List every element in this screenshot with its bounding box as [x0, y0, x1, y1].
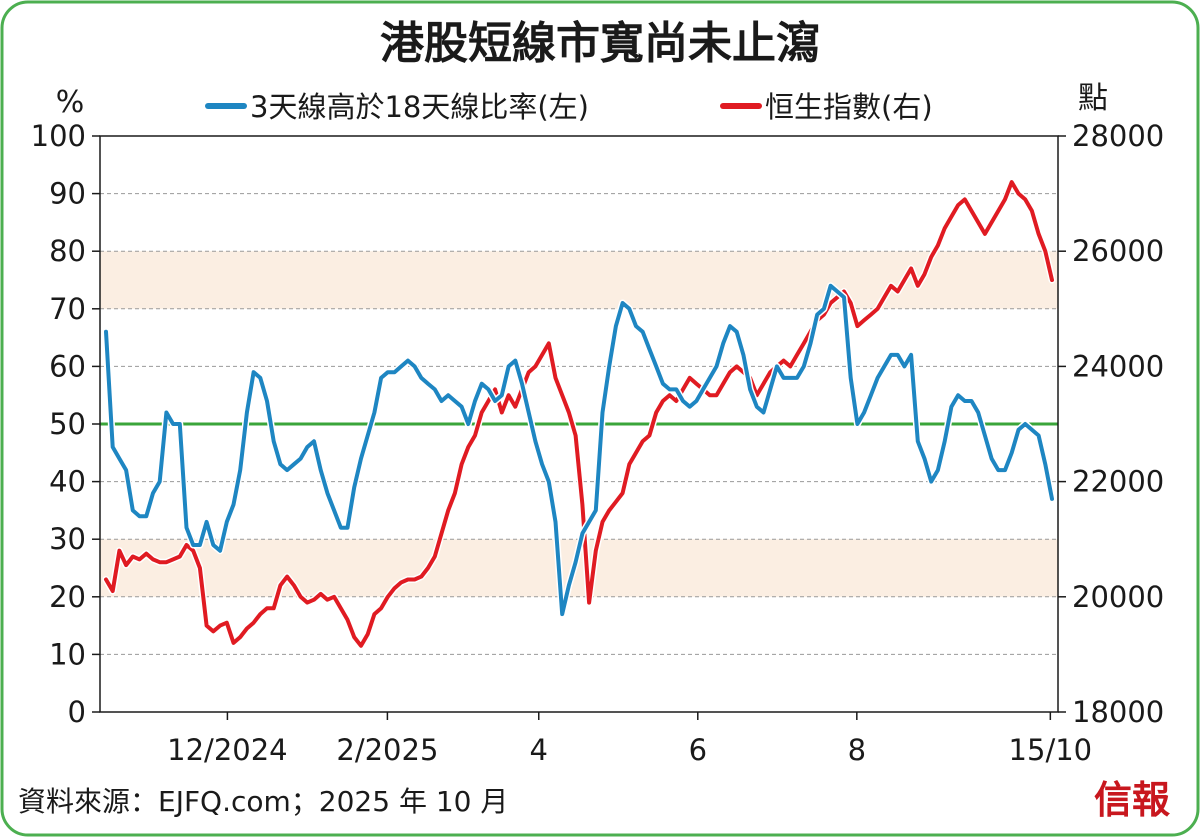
left-tick-label: 100: [31, 119, 86, 153]
source-note: 資料來源：EJFQ.com；2025 年 10 月: [18, 785, 508, 818]
hang-seng-index-line: [104, 180, 1054, 648]
right-axis-unit: 點: [1078, 81, 1108, 116]
left-tick-label: 60: [49, 349, 86, 383]
right-tick-label: 26000: [1072, 234, 1164, 268]
legend: 3天線高於18天線比率(左) 恒生指數(右): [205, 90, 933, 124]
x-axis: 12/2024 2/2025 4 6 8 15/10: [167, 712, 1092, 767]
right-tick-label: 22000: [1072, 465, 1164, 499]
left-axis: 0 10 20 30 40 50 60 70 80 90 100: [31, 119, 100, 729]
right-axis: 18000 20000 22000 24000 26000 28000: [1058, 119, 1164, 729]
right-tick-label: 18000: [1072, 695, 1164, 729]
x-tick-label: 8: [848, 733, 866, 767]
left-tick-label: 50: [49, 407, 86, 441]
publisher-logo: 信報: [1094, 777, 1170, 822]
x-tick-label: 2/2025: [336, 733, 438, 767]
series-lines: [102, 178, 1056, 650]
right-tick-label: 20000: [1072, 580, 1164, 614]
right-tick-label: 24000: [1072, 349, 1164, 383]
left-tick-label: 90: [49, 177, 86, 211]
breadth-ratio-line: [104, 283, 1054, 617]
left-tick-label: 40: [49, 465, 86, 499]
left-tick-label: 30: [49, 522, 86, 556]
shaded-band-1: [100, 251, 1058, 309]
legend-label-hsi: 恒生指數(右): [765, 90, 933, 124]
left-tick-label: 10: [49, 637, 86, 671]
left-axis-unit: %: [56, 85, 85, 120]
left-tick-label: 0: [68, 695, 86, 729]
x-tick-label: 6: [689, 733, 707, 767]
chart-title: 港股短線市寬尚未止瀉: [380, 18, 820, 69]
left-tick-label: 20: [49, 580, 86, 614]
x-tick-label: 4: [530, 733, 548, 767]
legend-label-breadth: 3天線高於18天線比率(左): [250, 90, 589, 124]
x-tick-label: 15/10: [1009, 733, 1093, 767]
left-tick-label: 80: [49, 234, 86, 268]
x-tick-label: 12/2024: [167, 733, 287, 767]
right-tick-label: 28000: [1072, 119, 1164, 153]
left-tick-label: 70: [49, 292, 86, 326]
